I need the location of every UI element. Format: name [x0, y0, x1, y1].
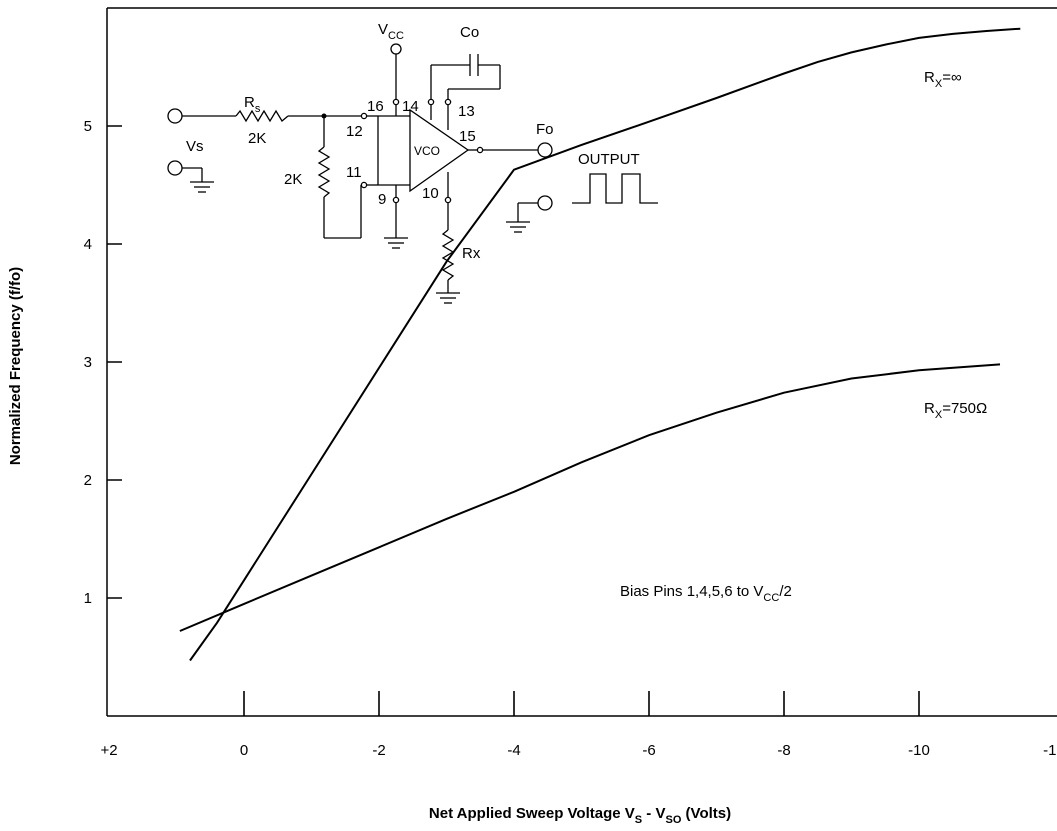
rs-resistor-icon	[235, 109, 289, 123]
square-wave-icon	[572, 173, 658, 204]
rx-resistor-icon	[441, 229, 455, 281]
output-label: OUTPUT	[578, 151, 640, 168]
x-tick-label: 0	[240, 742, 248, 759]
ground-icon	[436, 292, 460, 304]
r2-value: 2K	[284, 171, 302, 188]
y-tick-label: 2	[84, 472, 92, 489]
r2-resistor-icon	[317, 146, 331, 198]
rs-value: 2K	[248, 130, 266, 147]
pin-15-label: 15	[459, 128, 476, 145]
series-label-rx-750: RX=750Ω	[924, 400, 987, 421]
x-tick-label: -12	[1043, 742, 1057, 759]
pin-11-label: 11	[346, 164, 362, 181]
y-axis-ticks: 1 2 3 4 5	[84, 118, 122, 607]
vco-label: VCO	[414, 144, 440, 158]
vco-circuit-schematic: Rs 2K Vs 2K 12 11 VCO	[167, 21, 658, 304]
bias-annotation: Bias Pins 1,4,5,6 to VCC/2	[620, 583, 792, 604]
capacitor-icon	[469, 54, 479, 76]
x-tick-label: -6	[642, 742, 655, 759]
output-ground-terminal-icon	[537, 195, 553, 211]
rx-label: Rx	[462, 245, 481, 262]
series-label-rx-infinity: RX=∞	[924, 69, 962, 90]
x-axis-title: Net Applied Sweep Voltage VS - VSO (Volt…	[429, 805, 731, 826]
fo-label: Fo	[536, 121, 554, 138]
pin-12-label: 12	[346, 123, 363, 140]
vs-ground-terminal-icon	[167, 160, 183, 176]
pin-9-label: 9	[378, 191, 386, 208]
y-axis-title: Normalized Frequency (f/fo)	[7, 267, 24, 465]
vs-label: Vs	[186, 138, 204, 155]
vcc-terminal-icon	[390, 43, 402, 55]
vco-triangle-icon	[409, 108, 470, 193]
series-line-rx-750	[179, 363, 1001, 632]
x-tick-label: -4	[507, 742, 520, 759]
ground-icon	[506, 221, 530, 233]
pin-14-label: 14	[402, 98, 419, 115]
y-tick-label: 1	[84, 590, 92, 607]
y-tick-label: 5	[84, 118, 92, 135]
pin-13-label: 13	[458, 103, 475, 120]
co-label: Co	[460, 24, 479, 41]
fo-terminal-icon	[537, 142, 553, 158]
y-tick-label: 4	[84, 236, 92, 253]
series-layer	[179, 27, 1021, 662]
x-tick-label: +2	[100, 742, 117, 759]
x-tick-label: -2	[372, 742, 385, 759]
x-tick-label: -10	[908, 742, 930, 759]
ground-icon	[190, 181, 214, 193]
y-tick-label: 3	[84, 354, 92, 371]
x-axis-ticks: +2 0 -2 -4 -6 -8 -10 -12	[100, 691, 1057, 759]
series-line-rx-infinity	[189, 27, 1021, 662]
x-tick-label: -8	[777, 742, 790, 759]
vs-terminal-icon	[167, 108, 183, 124]
vcc-label: VCC	[378, 21, 404, 42]
rs-label: Rs	[244, 94, 261, 115]
ground-icon	[384, 237, 408, 249]
pin-10-label: 10	[422, 185, 439, 202]
pin-16-label: 16	[367, 98, 384, 115]
